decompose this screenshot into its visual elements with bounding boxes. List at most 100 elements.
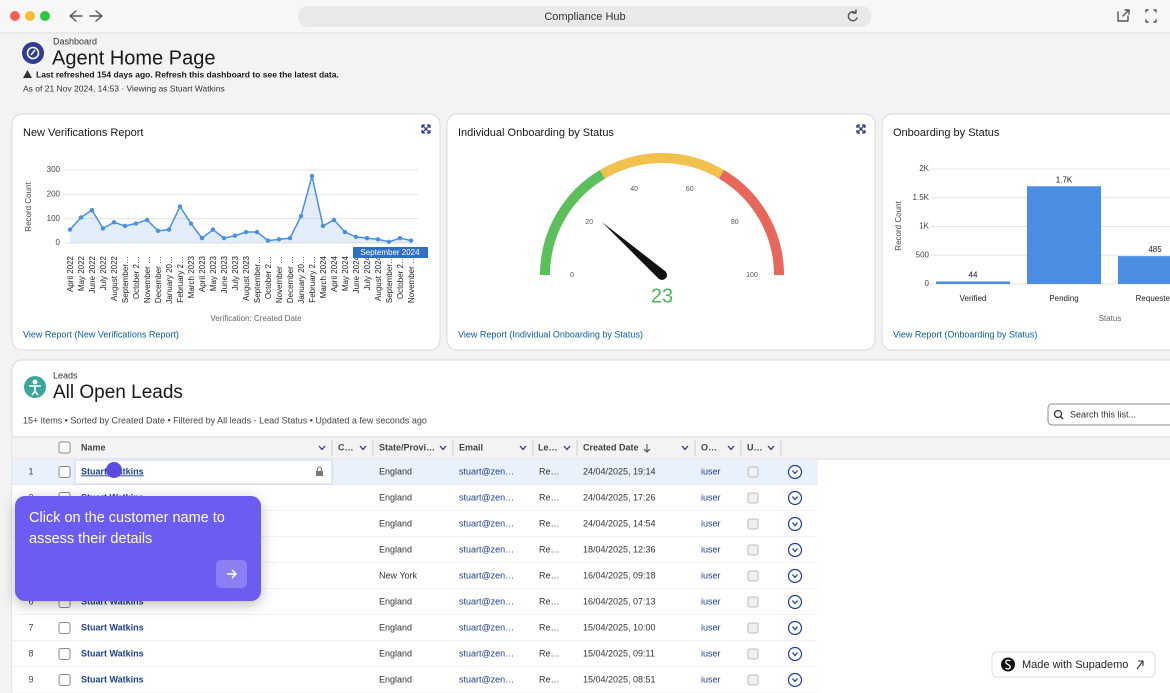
column-header[interactable]: Email	[459, 442, 483, 452]
x-tick-label: August 2024	[374, 255, 383, 300]
close-button[interactable]	[10, 11, 20, 21]
cell-name[interactable]: Stuart Watkins	[81, 674, 144, 684]
cell-state: New York	[379, 570, 418, 580]
cell-email[interactable]: stuart@zen…	[459, 596, 514, 606]
point	[222, 236, 226, 240]
cell-owner[interactable]: iuser	[701, 622, 721, 632]
select-all-checkbox[interactable]	[59, 442, 70, 453]
view-report-link[interactable]: View Report (New Verifications Report)	[23, 329, 179, 339]
cell-owner[interactable]: iuser	[701, 570, 721, 580]
card-title: New Verifications Report	[23, 127, 143, 139]
row-actions[interactable]	[789, 596, 802, 609]
cell-owner[interactable]: iuser	[701, 466, 721, 476]
cell-lead: Re…	[539, 518, 560, 528]
row-actions[interactable]	[789, 622, 802, 635]
x-tick-label: February 2…	[176, 256, 185, 303]
unread-checkbox	[748, 571, 758, 581]
cell-email[interactable]: stuart@zen…	[459, 570, 514, 580]
row-checkbox[interactable]	[59, 649, 70, 660]
cell-email[interactable]: stuart@zen…	[459, 518, 514, 528]
cell-name[interactable]: Stuart Watkins	[81, 622, 144, 632]
row-actions[interactable]	[789, 648, 802, 661]
column-header[interactable]: Name	[81, 442, 106, 452]
view-report-link[interactable]: View Report (Onboarding by Status)	[893, 329, 1037, 339]
cell-created: 15/04/2025, 08:51	[583, 674, 656, 684]
cell-owner[interactable]: iuser	[701, 518, 721, 528]
x-tick-label: March 2024	[319, 255, 328, 298]
row-checkbox[interactable]	[59, 675, 70, 686]
cell-email[interactable]: stuart@zen…	[459, 466, 514, 476]
gauge-value: 23	[651, 285, 673, 307]
x-tick-label: June 2023	[220, 255, 229, 293]
next-icon	[216, 560, 247, 588]
next-button[interactable]	[216, 560, 247, 588]
cell-lead: Re…	[539, 622, 560, 632]
cell-lead: Re…	[539, 466, 560, 476]
row-number: 1	[28, 466, 33, 476]
warning-icon	[23, 70, 32, 78]
column-header[interactable]: C…	[338, 442, 354, 452]
x-tick-label: August 2022	[110, 255, 119, 300]
x-tick-label: April 2024	[330, 255, 339, 292]
card	[447, 114, 875, 350]
row-actions[interactable]	[789, 570, 802, 583]
cell-owner[interactable]: iuser	[701, 596, 721, 606]
cell-owner[interactable]: iuser	[701, 492, 721, 502]
gauge-tick-label: 40	[630, 186, 638, 193]
row-actions[interactable]	[789, 518, 802, 531]
point	[266, 238, 270, 242]
cell-email[interactable]: stuart@zen…	[459, 622, 514, 632]
search-placeholder: Search this list...	[1070, 409, 1136, 419]
highlight-label: September 2024	[360, 248, 420, 257]
column-header[interactable]: Le…	[538, 442, 558, 452]
header-meta: As of 21 Nov 2024, 14:53 · Viewing as St…	[23, 83, 225, 93]
y-tick-label: 300	[47, 165, 61, 174]
point	[189, 221, 193, 225]
x-tick-label: May 2024	[341, 255, 350, 291]
column-header[interactable]: Created Date	[583, 442, 639, 452]
row-actions[interactable]	[789, 674, 802, 687]
cell-created: 16/04/2025, 07:13	[583, 596, 656, 606]
cell-email[interactable]: stuart@zen…	[459, 492, 514, 502]
y-tick-label: 0	[925, 279, 930, 288]
x-tick-label: July 2022	[99, 255, 108, 290]
row-actions[interactable]	[789, 544, 802, 557]
x-tick-label: December …	[286, 256, 295, 303]
row-actions[interactable]	[789, 492, 802, 505]
cell-email[interactable]: stuart@zen…	[459, 674, 514, 684]
cell-owner[interactable]: iuser	[701, 544, 721, 554]
column-header[interactable]: U…	[747, 442, 763, 452]
view-report-link[interactable]: View Report (Individual Onboarding by St…	[458, 329, 643, 339]
x-axis-label: Status	[1099, 314, 1122, 323]
row-checkbox[interactable]	[59, 623, 70, 634]
row-checkbox[interactable]	[59, 467, 70, 478]
column-header[interactable]: O…	[701, 442, 717, 452]
y-tick-label: 0	[56, 238, 61, 247]
cell-owner[interactable]: iuser	[701, 674, 721, 684]
cell-email[interactable]: stuart@zen…	[459, 544, 514, 554]
cell-state: England	[379, 648, 412, 658]
leads-title: All Open Leads	[53, 382, 183, 403]
cell-state: England	[379, 674, 412, 684]
maximize-button[interactable]	[40, 11, 50, 21]
row-actions[interactable]	[789, 466, 802, 479]
gauge-tick-label: 100	[746, 272, 758, 279]
point	[156, 229, 160, 233]
point	[288, 236, 292, 240]
minimize-button[interactable]	[25, 11, 35, 21]
pointer-dot	[106, 462, 122, 478]
cell-name[interactable]: Stuart Watkins	[81, 648, 144, 658]
needle-hub	[657, 270, 667, 280]
cell-state: England	[379, 622, 412, 632]
y-tick-label: 1K	[919, 222, 929, 231]
y-axis-label: Record Count	[894, 201, 903, 251]
card-title: Onboarding by Status	[893, 127, 1000, 139]
x-tick-label: October 2…	[132, 256, 141, 299]
column-header[interactable]: State/Provi…	[379, 442, 435, 452]
cell-email[interactable]: stuart@zen…	[459, 648, 514, 658]
point	[167, 227, 171, 231]
y-tick-label: 2K	[919, 164, 929, 173]
cell-created: 15/04/2025, 09:11	[583, 648, 655, 658]
point	[101, 226, 105, 230]
cell-owner[interactable]: iuser	[701, 648, 721, 658]
